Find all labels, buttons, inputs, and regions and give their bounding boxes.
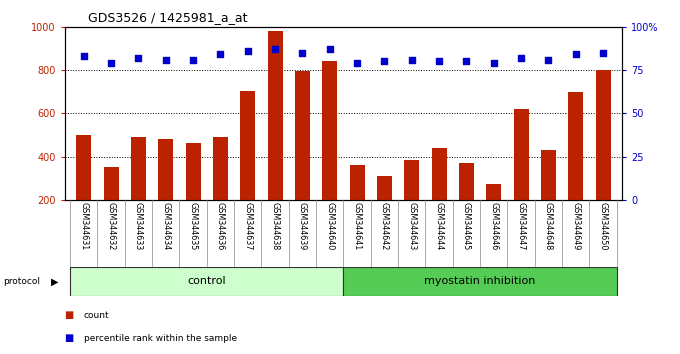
Point: [461, 58, 472, 64]
Text: GSM344642: GSM344642: [380, 202, 389, 250]
Point: [133, 55, 144, 61]
Point: [379, 58, 390, 64]
Text: GSM344646: GSM344646: [489, 202, 498, 250]
Text: protocol: protocol: [3, 277, 40, 286]
Bar: [513, 109, 528, 244]
Point: [434, 58, 445, 64]
Bar: [131, 137, 146, 244]
Text: myostatin inhibition: myostatin inhibition: [424, 276, 536, 286]
Point: [515, 55, 526, 61]
Bar: [568, 92, 583, 244]
Bar: [76, 135, 91, 244]
Text: control: control: [188, 276, 226, 286]
Text: GSM344637: GSM344637: [243, 202, 252, 250]
Text: GSM344645: GSM344645: [462, 202, 471, 250]
Text: GSM344636: GSM344636: [216, 202, 225, 250]
Point: [242, 48, 253, 54]
Point: [543, 57, 554, 62]
Bar: [404, 160, 420, 244]
Text: ■: ■: [65, 333, 74, 343]
Bar: [459, 163, 474, 244]
Bar: [432, 148, 447, 244]
Text: GSM344633: GSM344633: [134, 202, 143, 250]
Point: [105, 60, 116, 66]
Text: GSM344640: GSM344640: [325, 202, 335, 250]
Bar: [103, 167, 118, 244]
Bar: [350, 165, 364, 244]
Point: [598, 50, 609, 55]
Bar: [70, 267, 343, 296]
Point: [78, 53, 89, 59]
Point: [406, 57, 417, 62]
Point: [160, 57, 171, 62]
Bar: [295, 71, 310, 244]
Bar: [322, 61, 337, 244]
Text: count: count: [84, 310, 109, 320]
Bar: [486, 184, 501, 244]
Bar: [158, 139, 173, 244]
Point: [571, 51, 581, 57]
Bar: [377, 176, 392, 244]
Text: GSM344631: GSM344631: [80, 202, 88, 250]
Text: GSM344649: GSM344649: [571, 202, 580, 250]
Text: GSM344648: GSM344648: [544, 202, 553, 250]
Text: GSM344643: GSM344643: [407, 202, 416, 250]
Text: GDS3526 / 1425981_a_at: GDS3526 / 1425981_a_at: [88, 11, 248, 24]
Text: GSM344644: GSM344644: [435, 202, 443, 250]
Bar: [240, 91, 255, 244]
Bar: [213, 137, 228, 244]
Bar: [541, 150, 556, 244]
Text: GSM344650: GSM344650: [598, 202, 607, 250]
Text: ▶: ▶: [51, 276, 58, 286]
Point: [324, 46, 335, 52]
Bar: [267, 31, 283, 244]
Point: [297, 50, 308, 55]
Point: [352, 60, 362, 66]
Text: percentile rank within the sample: percentile rank within the sample: [84, 333, 237, 343]
Text: GSM344634: GSM344634: [161, 202, 170, 250]
Bar: [186, 143, 201, 244]
Text: ■: ■: [65, 310, 74, 320]
Point: [488, 60, 499, 66]
Bar: [596, 70, 611, 244]
Point: [188, 57, 199, 62]
Bar: [343, 267, 617, 296]
Point: [270, 46, 281, 52]
Point: [215, 51, 226, 57]
Text: GSM344638: GSM344638: [271, 202, 279, 250]
Text: GSM344639: GSM344639: [298, 202, 307, 250]
Text: GSM344647: GSM344647: [517, 202, 526, 250]
Text: GSM344635: GSM344635: [188, 202, 198, 250]
Text: GSM344632: GSM344632: [107, 202, 116, 250]
Text: GSM344641: GSM344641: [352, 202, 362, 250]
